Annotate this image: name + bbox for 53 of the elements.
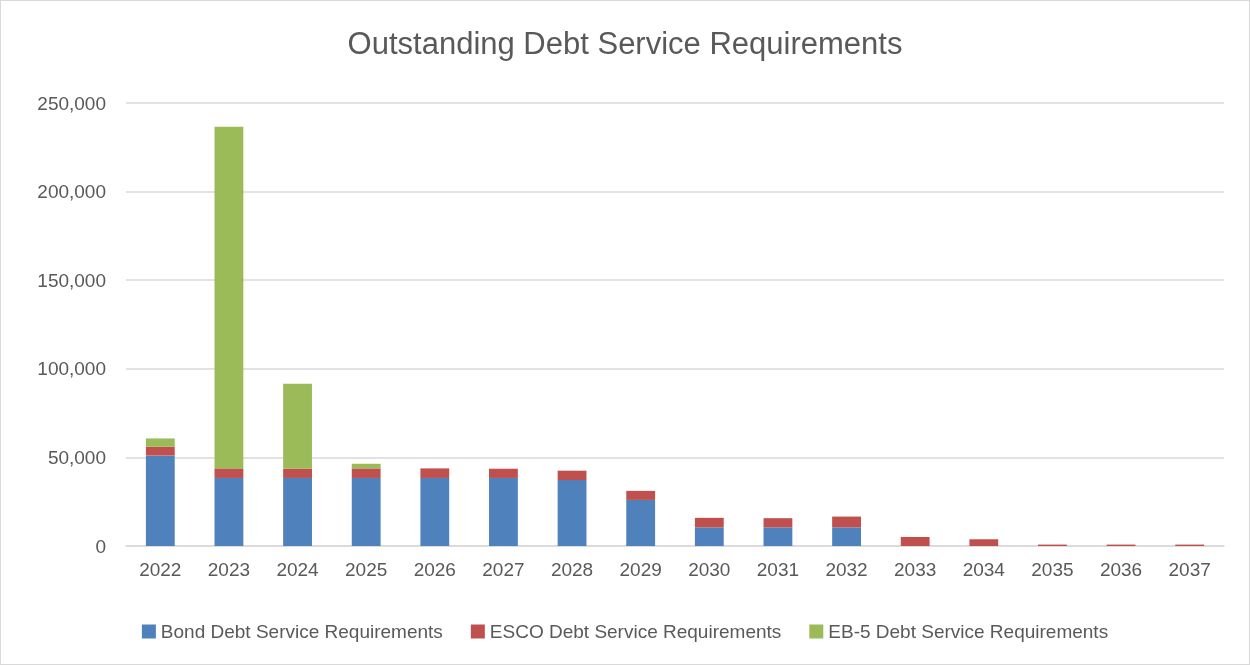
chart-title: Outstanding Debt Service Requirements [347,26,903,61]
bar [420,468,450,478]
bar [283,383,312,469]
bar [763,527,793,546]
y-tick-label: 100,000 [37,358,106,380]
x-tick-label: 2031 [756,559,800,580]
y-tick-label: 50,000 [47,446,106,468]
x-tick-label: 2028 [550,559,594,580]
x-tick-label: 2037 [1168,559,1211,580]
bar [626,499,656,546]
x-tick-label: 2029 [619,559,662,580]
bar [145,446,175,456]
y-tick-label: 250,000 [37,92,106,114]
legend-label: ESCO Debt Service Requirements [489,621,782,642]
bar [489,468,518,478]
x-tick-label: 2027 [482,559,525,580]
legend-label: EB-5 Debt Service Requirements [828,621,1109,642]
x-tick-label: 2024 [276,559,320,580]
bar [214,477,244,546]
x-tick-label: 2033 [894,559,937,580]
y-tick-label: 150,000 [37,269,106,291]
bar [832,516,861,528]
x-tick-label: 2035 [1031,559,1074,580]
x-tick-label: 2023 [207,559,251,580]
bar [626,490,656,500]
bar [694,517,724,528]
bar [214,468,244,478]
bar [351,477,381,546]
legend-label: Bond Debt Service Requirements [160,621,443,642]
bar [351,468,381,478]
bar [420,477,450,546]
x-tick-label: 2022 [139,559,182,580]
x-tick-label: 2032 [825,559,868,580]
bar [145,438,175,447]
bar [557,480,587,546]
y-tick-label: 0 [95,535,106,557]
x-tick-label: 2030 [688,559,731,580]
bar [557,470,587,481]
bar [214,126,244,469]
x-tick-label: 2025 [345,559,388,580]
bar [969,539,999,546]
x-tick-label: 2034 [962,559,1006,580]
bar [900,536,930,546]
bar [763,518,793,528]
bar [489,477,518,546]
bar [283,477,312,546]
bar [145,455,175,546]
x-tick-label: 2026 [413,559,456,580]
bar [832,527,861,546]
bar [283,468,312,478]
bar [694,527,724,546]
x-tick-label: 2036 [1099,559,1143,580]
y-tick-label: 200,000 [37,181,106,203]
